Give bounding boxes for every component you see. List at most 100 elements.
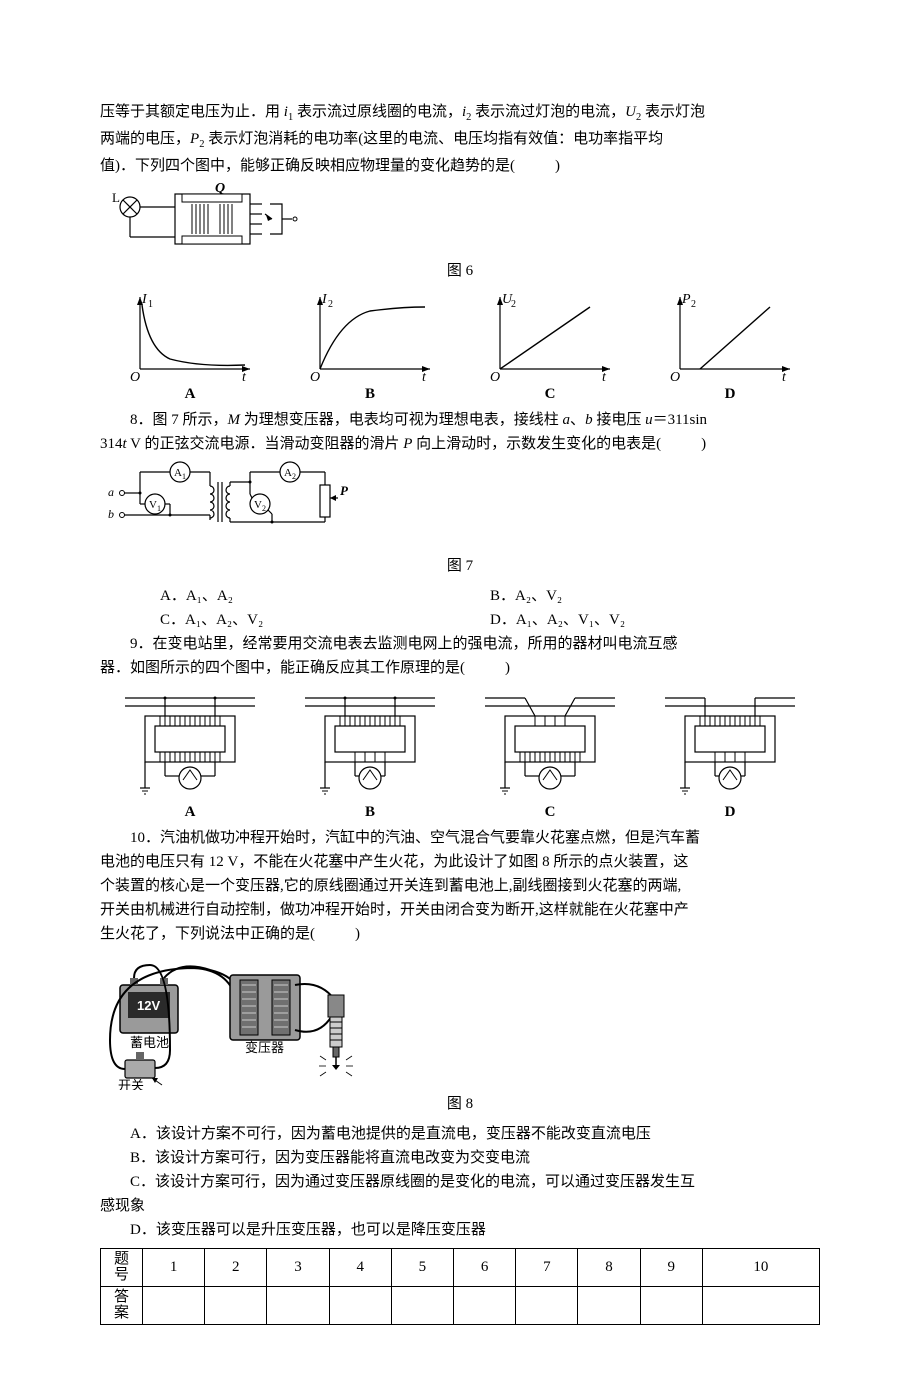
table-cell xyxy=(454,1286,516,1324)
q8-optD: D．A₁、A₂、V₁、V₂ xyxy=(490,608,820,632)
var-P: P xyxy=(403,436,412,452)
svg-text:P: P xyxy=(340,483,349,498)
text: 值)．下列四个图中，能够正确反映相应物理量的变化趋势的是( xyxy=(100,158,515,174)
svg-text:A: A xyxy=(174,467,182,479)
table-cell: 7 xyxy=(516,1248,578,1286)
svg-text:t: t xyxy=(602,370,607,384)
question-8: 8．图 7 所示，M 为理想变压器，电表均可视为理想电表，接线柱 a、b 接电压… xyxy=(100,408,820,432)
q10-optB: B．该设计方案可行，因为变压器能将直流电改变为交变电流 xyxy=(100,1146,820,1170)
table-cell xyxy=(205,1286,267,1324)
svg-text:O: O xyxy=(490,370,500,384)
text: 在变电站里，经常要用交流电表去监测电网上的强电流，所用的器材叫电流互感 xyxy=(153,636,678,652)
q8-options-row2: C．A₁、A₂、V₂ D．A₁、A₂、V₁、V₂ xyxy=(160,608,820,632)
table-cell xyxy=(702,1286,819,1324)
table-header-label: 题号 xyxy=(101,1248,143,1286)
text: ) xyxy=(701,436,706,452)
label-L: L xyxy=(112,190,120,205)
svg-text:t: t xyxy=(422,370,427,384)
text: 314 xyxy=(100,436,123,452)
svg-text:a: a xyxy=(108,485,114,499)
table-cell xyxy=(391,1286,453,1324)
table-cell: 8 xyxy=(578,1248,640,1286)
var-b: b xyxy=(585,412,593,428)
text: 生火花了，下列说法中正确的是( xyxy=(100,926,315,942)
table-cell: 2 xyxy=(205,1248,267,1286)
ct-letter-A: A xyxy=(185,800,196,824)
text: ＝311sin xyxy=(653,412,707,428)
text: 为理想变压器，电表均可视为理想电表，接线柱 xyxy=(240,412,563,428)
graph-letter-C: C xyxy=(545,382,556,406)
figure-7-label: 图 7 xyxy=(100,554,820,578)
text: 汽油机做功冲程开始时，汽缸中的汽油、空气混合气要靠火花塞点燃，但是汽车蓄 xyxy=(160,830,700,846)
text: ) xyxy=(555,158,560,174)
table-cell xyxy=(329,1286,391,1324)
figure-7-circuit: a b A 1 V 1 V xyxy=(100,460,820,552)
text: 器．如图所示的四个图中，能正确反应其工作原理的是( xyxy=(100,660,465,676)
var-U2: U xyxy=(625,104,636,120)
svg-text:开关: 开关 xyxy=(118,1078,144,1090)
table-cell: 5 xyxy=(391,1248,453,1286)
figure-6-label: 图 6 xyxy=(100,259,820,283)
text: 表示流过原线圈的电流， xyxy=(293,104,462,120)
table-cell xyxy=(143,1286,205,1324)
q10-line5: 生火花了，下列说法中正确的是() xyxy=(100,922,820,946)
q8-optA: A．A₁、A₂ xyxy=(160,584,490,608)
text: 两端的电压， xyxy=(100,131,190,147)
text: ) xyxy=(355,926,360,942)
ct-diagram-B xyxy=(295,688,445,798)
table-cell xyxy=(267,1286,329,1324)
text: 表示灯泡消耗的电功率(这里的电流、电压均指有效值：电功率指平均 xyxy=(204,131,663,147)
text: ) xyxy=(505,660,510,676)
table-row-answer: 答案 xyxy=(101,1286,820,1324)
answer-table: 题号 1 2 3 4 5 6 7 8 9 10 答案 xyxy=(100,1248,820,1325)
table-cell: 1 xyxy=(143,1248,205,1286)
q10-num: 10． xyxy=(130,830,160,846)
svg-text:b: b xyxy=(108,507,114,521)
text: 表示灯泡 xyxy=(641,104,705,120)
ct-letter-C: C xyxy=(545,800,556,824)
q10-optC-line2: 感现象 xyxy=(100,1194,820,1218)
label-Q: Q xyxy=(215,182,225,196)
svg-text:1: 1 xyxy=(157,504,161,513)
intro-paragraph: 压等于其额定电压为止．用 i1 表示流过原线圈的电流，i2 表示流过灯泡的电流，… xyxy=(100,100,820,178)
table-cell xyxy=(578,1286,640,1324)
svg-text:O: O xyxy=(670,370,680,384)
q10-line2: 电池的电压只有 12 V，不能在火花塞中产生火花，为此设计了如图 8 所示的点火… xyxy=(100,850,820,874)
table-cell: 4 xyxy=(329,1248,391,1286)
svg-text:1: 1 xyxy=(148,299,153,310)
var-P2: P xyxy=(190,131,199,147)
graph-B: I 2 O t xyxy=(300,289,440,384)
var-M: M xyxy=(228,412,241,428)
q10-optA: A．该设计方案不可行，因为蓄电池提供的是直流电，变压器不能改变直流电压 xyxy=(100,1122,820,1146)
svg-text:A: A xyxy=(284,467,292,479)
ct-diagram-C xyxy=(475,688,625,798)
table-row-header: 题号 1 2 3 4 5 6 7 8 9 10 xyxy=(101,1248,820,1286)
question-10: 10．汽油机做功冲程开始时，汽缸中的汽油、空气混合气要靠火花塞点燃，但是汽车蓄 xyxy=(100,826,820,850)
text: 接电压 xyxy=(593,412,646,428)
text: 表示流过灯泡的电流， xyxy=(471,104,625,120)
var-u: u xyxy=(645,412,653,428)
svg-text:O: O xyxy=(130,370,140,384)
svg-text:I: I xyxy=(321,292,328,307)
q8-num: 8． xyxy=(130,412,153,428)
svg-text:t: t xyxy=(782,370,787,384)
question-8-line2: 314t V 的正弦交流电源．当滑动变阻器的滑片 P 向上滑动时，示数发生变化的… xyxy=(100,432,820,456)
q10-optD: D．该变压器可以是升压变压器，也可以是降压变压器 xyxy=(100,1218,820,1242)
table-cell xyxy=(516,1286,578,1324)
q8-optC: C．A₁、A₂、V₂ xyxy=(160,608,490,632)
ct-letter-D: D xyxy=(725,800,736,824)
table-cell xyxy=(640,1286,702,1324)
figure-8-label: 图 8 xyxy=(100,1092,820,1116)
svg-text:V: V xyxy=(254,499,262,511)
table-answer-label: 答案 xyxy=(101,1286,143,1324)
text: 压等于其额定电压为止．用 xyxy=(100,104,284,120)
q8-optB: B．A₂、V₂ xyxy=(490,584,820,608)
text: V 的正弦交流电源．当滑动变阻器的滑片 xyxy=(127,436,404,452)
svg-text:12V: 12V xyxy=(137,998,160,1013)
var-a: a xyxy=(563,412,571,428)
svg-text:2: 2 xyxy=(262,504,266,513)
svg-text:变压器: 变压器 xyxy=(245,1040,284,1055)
svg-text:t: t xyxy=(242,370,247,384)
figure-current-transformers: A xyxy=(100,688,820,824)
figure-6-graphs: I 1 O t A I 2 O t B U 2 xyxy=(100,289,820,406)
